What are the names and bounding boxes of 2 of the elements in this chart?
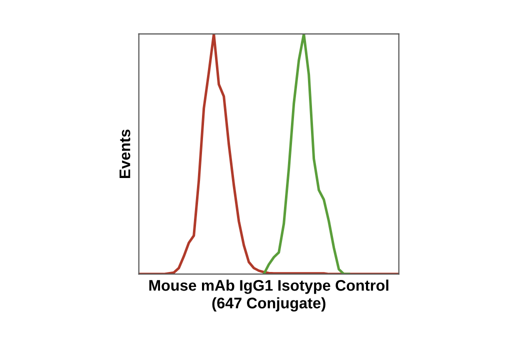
x-axis-title: Mouse mAb IgG1 Isotype Control (647 Conjugate)	[149, 280, 388, 312]
y-axis-title: Events	[120, 130, 130, 178]
